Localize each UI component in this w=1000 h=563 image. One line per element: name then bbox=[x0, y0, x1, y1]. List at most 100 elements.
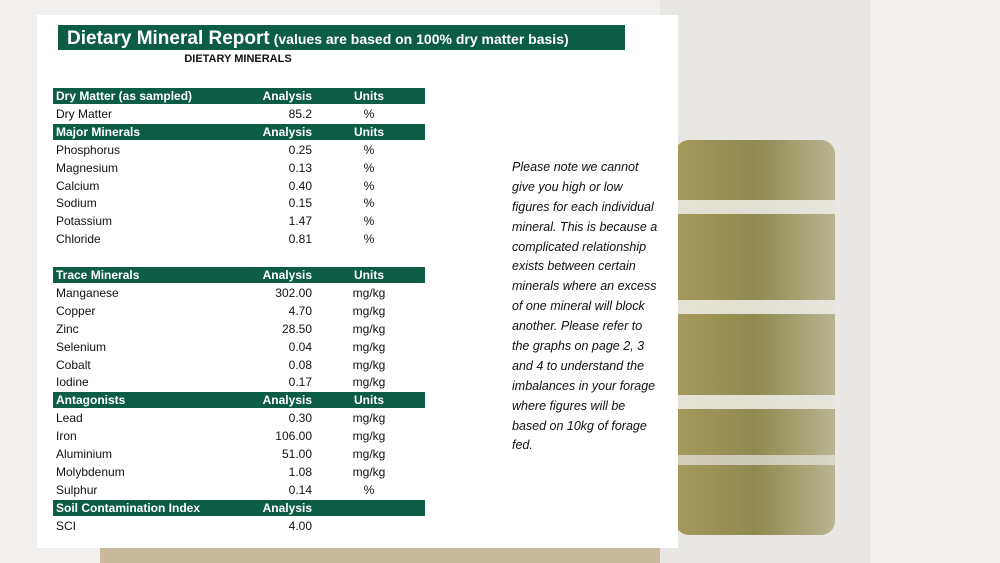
table-cell: % bbox=[363, 160, 375, 175]
title-note: (values are based on 100% dry matter bas… bbox=[273, 31, 569, 47]
heading-cell: Dry Matter (as sampled) bbox=[56, 89, 193, 103]
table-cell: 0.17 bbox=[288, 375, 312, 390]
table-cell: mg/kg bbox=[352, 429, 386, 444]
note-line: another. Please refer to bbox=[512, 319, 643, 334]
section-heading: Soil Contamination Index Analysis bbox=[53, 499, 425, 516]
table-cell: % bbox=[363, 178, 375, 193]
section-heading: Antagonists Analysis Units bbox=[53, 392, 425, 409]
heading-cell: Soil Contamination Index bbox=[56, 500, 201, 515]
table-cell: mg/kg bbox=[352, 339, 386, 354]
note-line: based on 10kg of forage bbox=[512, 418, 647, 433]
table-cell: % bbox=[363, 106, 375, 121]
table-cell: mg/kg bbox=[352, 447, 386, 461]
table-row: Lead 0.30 mg/kg bbox=[53, 410, 425, 426]
table-cell: % bbox=[363, 232, 375, 247]
table-row: Iron 106.00 mg/kg bbox=[53, 428, 425, 444]
table-cell: Zinc bbox=[56, 321, 79, 336]
table-cell: % bbox=[363, 214, 375, 229]
section-heading: Major Minerals Analysis Units bbox=[53, 123, 425, 140]
table-cell: 0.40 bbox=[288, 178, 312, 193]
heading-cell: Antagonists bbox=[56, 393, 126, 408]
table-cell: Magnesium bbox=[56, 160, 119, 175]
table-row: Chloride 0.81% bbox=[53, 231, 425, 247]
heading-cell: Units bbox=[354, 124, 384, 139]
table-row: Manganese 302.00 mg/kg bbox=[53, 285, 425, 301]
heading-cell: Analysis bbox=[262, 124, 312, 139]
note-line: the graphs on page 2, 3 bbox=[512, 339, 645, 354]
table-row: Zinc 28.50 mg/kg bbox=[53, 321, 425, 337]
table-cell: % bbox=[363, 196, 375, 211]
table-row: Potassium 1.47% bbox=[53, 213, 425, 229]
table-cell: mg/kg bbox=[352, 321, 386, 336]
table-row: Sodium 0.15% bbox=[53, 195, 425, 211]
table-cell: mg/kg bbox=[352, 285, 386, 300]
table-cell: Cobalt bbox=[56, 357, 91, 372]
table-cell: 0.25 bbox=[288, 142, 312, 157]
note-line: fed. bbox=[512, 438, 533, 453]
table-cell: 4.70 bbox=[288, 303, 312, 318]
table-cell: 85.2 bbox=[288, 106, 312, 121]
table-cell: Selenium bbox=[56, 339, 107, 354]
heading-cell: Units bbox=[354, 268, 384, 282]
table-row: Cobalt 0.08 mg/kg bbox=[53, 357, 425, 373]
title: Dietary Mineral Report bbox=[67, 28, 270, 49]
table-cell: 51.00 bbox=[281, 447, 312, 461]
heading-cell: Analysis bbox=[262, 393, 312, 408]
table-row: Sulphur 0.14% bbox=[53, 482, 425, 498]
table-row: Molybdenum 1.08 mg/kg bbox=[53, 464, 425, 480]
table-cell: 106.00 bbox=[275, 429, 312, 444]
table-cell: Potassium bbox=[56, 214, 113, 229]
heading-cell: Major Minerals bbox=[56, 124, 141, 139]
table-cell: Iodine bbox=[56, 375, 89, 390]
note-line: and 4 to understand the bbox=[512, 358, 645, 373]
note-line: complicated relationship bbox=[512, 239, 647, 254]
table-cell: SCI bbox=[56, 518, 77, 533]
table-cell: Sulphur bbox=[56, 482, 98, 497]
heading-cell: Trace Minerals bbox=[56, 268, 140, 282]
section-heading: Dry Matter (as sampled) Analysis Units bbox=[53, 88, 425, 104]
table-cell: mg/kg bbox=[352, 303, 386, 318]
note-line: give you high or low bbox=[512, 179, 623, 194]
table-cell: 4.00 bbox=[288, 518, 312, 533]
table-cell: Sodium bbox=[56, 196, 97, 211]
table-cell: 1.47 bbox=[288, 214, 312, 229]
table-cell: Copper bbox=[56, 303, 96, 318]
table-cell: 0.15 bbox=[288, 196, 312, 211]
table-cell: 28.50 bbox=[281, 321, 312, 336]
table-cell: 0.04 bbox=[288, 339, 312, 354]
subtitle: DIETARY MINERALS bbox=[184, 53, 292, 65]
table-row: Calcium 0.40% bbox=[53, 178, 425, 194]
table-cell: 0.13 bbox=[288, 160, 312, 175]
table-cell: 0.30 bbox=[288, 411, 312, 426]
table-row: Copper 4.70 mg/kg bbox=[53, 303, 425, 319]
table-cell: 1.08 bbox=[288, 464, 312, 479]
note-line: exists between certain bbox=[512, 259, 636, 274]
table-cell: Molybdenum bbox=[56, 464, 125, 479]
table-cell: mg/kg bbox=[352, 375, 386, 390]
table-cell: % bbox=[363, 142, 375, 157]
table-cell: 0.08 bbox=[288, 357, 312, 372]
table-row: Magnesium 0.13% bbox=[53, 160, 425, 176]
title-wrap: Dietary Mineral Report (values are based … bbox=[67, 28, 569, 50]
heading-cell: Analysis bbox=[262, 500, 312, 515]
table-cell: Aluminium bbox=[56, 447, 113, 461]
heading-cell: Units bbox=[354, 393, 384, 408]
table-cell: % bbox=[363, 482, 375, 497]
table-cell: mg/kg bbox=[352, 411, 386, 426]
table-row: Aluminium 51.00 mg/kg bbox=[53, 446, 425, 462]
note-line: where figures will be bbox=[512, 398, 626, 413]
table-cell: 0.81 bbox=[288, 232, 312, 247]
note-line: minerals where an excess bbox=[512, 279, 657, 294]
table-cell: Dry Matter bbox=[56, 106, 113, 121]
table-cell: Iron bbox=[56, 429, 77, 444]
table-row: Dry Matter 85.2% bbox=[53, 106, 425, 122]
section-heading: Trace Minerals Analysis Units bbox=[53, 267, 425, 283]
heading-cell: Analysis bbox=[262, 89, 312, 103]
heading-cell: Units bbox=[354, 89, 384, 103]
table-row: SCI 4.00 bbox=[53, 518, 425, 534]
table-cell: 0.14 bbox=[288, 482, 312, 497]
note-line: mineral. This is because a bbox=[512, 219, 658, 234]
title-bar: Dietary Mineral Report (values are based … bbox=[58, 25, 625, 50]
table-cell: mg/kg bbox=[352, 357, 386, 372]
